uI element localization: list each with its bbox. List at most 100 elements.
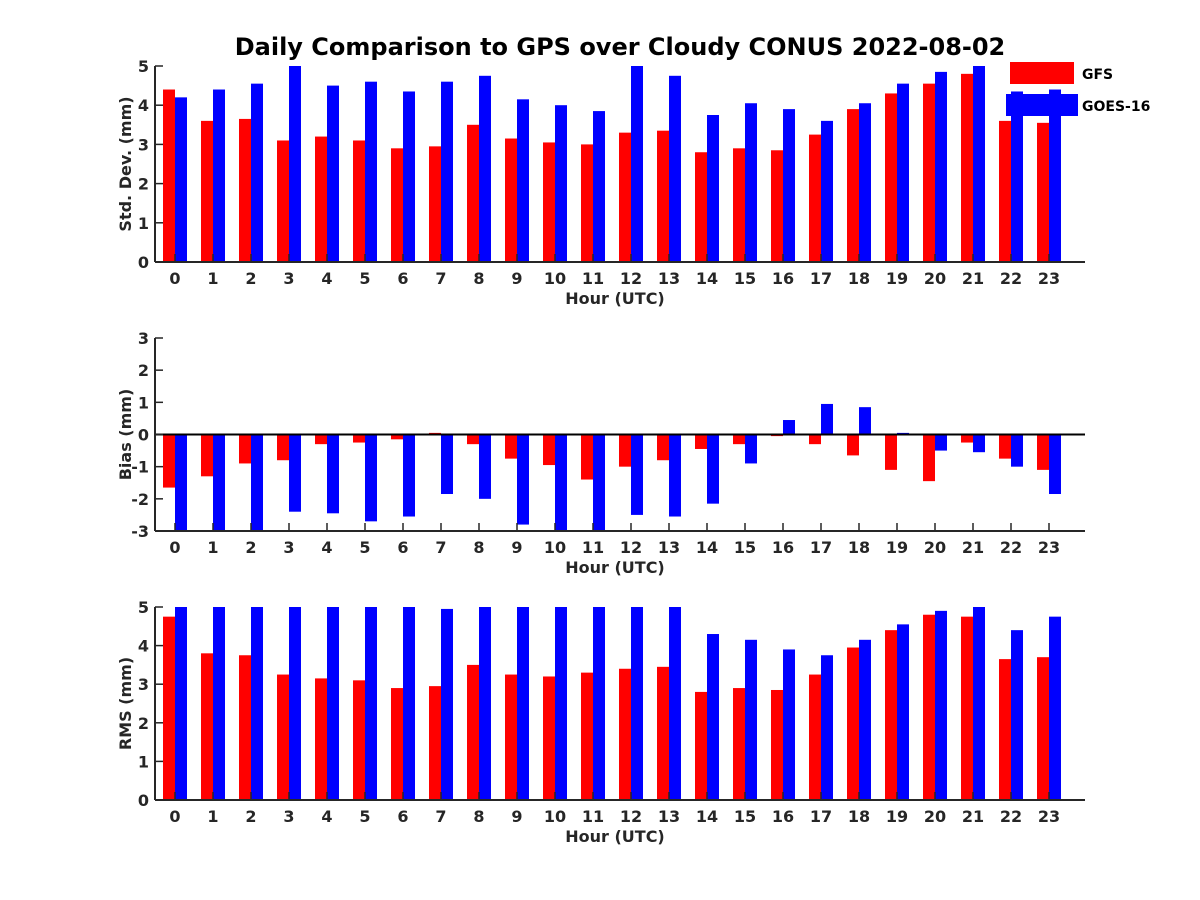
x-tick-label: 9	[511, 807, 522, 826]
bar-gfs-11	[581, 144, 593, 262]
x-tick-label: 8	[473, 538, 484, 557]
bar-gfs-23	[1037, 657, 1049, 800]
bar-goes-16-20	[935, 434, 947, 451]
bar-goes-16-9	[517, 434, 529, 525]
bar-goes-16-17	[821, 655, 833, 800]
bar-goes-16-6	[403, 607, 415, 800]
bar-goes-16-7	[441, 608, 453, 800]
bar-gfs-4	[315, 434, 327, 445]
x-tick-label: 17	[810, 269, 832, 288]
x-tick-label: 21	[962, 269, 984, 288]
x-tick-label: 21	[962, 538, 984, 557]
bar-goes-16-15	[745, 434, 757, 464]
y-tick-label: -1	[131, 458, 149, 477]
bar-goes-16-7	[441, 81, 453, 263]
x-tick-label: 2	[245, 807, 256, 826]
bar-gfs-0	[163, 89, 175, 263]
bar-goes-16-21	[973, 434, 985, 453]
x-tick-label: 15	[734, 807, 756, 826]
y-tick-label: 0	[138, 426, 149, 445]
bar-goes-16-3	[289, 434, 301, 512]
bar-gfs-15	[733, 148, 745, 262]
y-tick-label: 1	[138, 214, 149, 233]
x-tick-label: 16	[772, 807, 794, 826]
bar-gfs-10	[543, 142, 555, 262]
x-tick-label: 4	[321, 807, 332, 826]
bar-goes-16-22	[1011, 434, 1023, 467]
bar-goes-16-2	[251, 607, 263, 800]
bar-goes-16-9	[517, 99, 529, 262]
x-tick-label: 18	[848, 807, 870, 826]
y-tick-label: 2	[138, 361, 149, 380]
x-tick-label: 1	[207, 269, 218, 288]
x-tick-label: 16	[772, 538, 794, 557]
legend-swatch-goes-16	[1006, 94, 1078, 116]
x-axis-label: Hour (UTC)	[565, 289, 665, 308]
x-tick-label: 8	[473, 807, 484, 826]
x-tick-label: 15	[734, 269, 756, 288]
x-tick-label: 2	[245, 269, 256, 288]
x-tick-label: 11	[582, 269, 604, 288]
x-tick-label: 16	[772, 269, 794, 288]
bar-gfs-3	[277, 140, 289, 262]
x-tick-label: 7	[435, 807, 446, 826]
bar-gfs-20	[923, 614, 935, 800]
bar-gfs-1	[201, 653, 213, 800]
bar-gfs-4	[315, 678, 327, 800]
bar-goes-16-3	[289, 66, 301, 262]
bar-goes-16-14	[707, 634, 719, 800]
bar-goes-16-5	[365, 607, 377, 800]
x-tick-label: 10	[544, 269, 566, 288]
bar-gfs-18	[847, 109, 859, 263]
x-tick-label: 22	[1000, 538, 1022, 557]
bar-goes-16-17	[821, 120, 833, 262]
x-tick-label: 18	[848, 538, 870, 557]
bar-goes-16-8	[479, 434, 491, 499]
bar-gfs-17	[809, 674, 821, 800]
bar-goes-16-23	[1049, 434, 1061, 495]
x-tick-label: 22	[1000, 807, 1022, 826]
y-tick-label: -3	[131, 522, 149, 541]
bar-gfs-22	[999, 659, 1011, 800]
bar-gfs-22	[999, 120, 1011, 262]
bar-gfs-16	[771, 150, 783, 262]
legend-label-goes-16: GOES-16	[1082, 99, 1150, 115]
legend: GFS GOES-16	[1006, 62, 1150, 116]
x-tick-label: 11	[582, 807, 604, 826]
y-tick-label: 5	[138, 598, 149, 617]
bar-goes-16-10	[555, 434, 567, 531]
bar-goes-16-21	[973, 66, 985, 262]
x-tick-label: 4	[321, 269, 332, 288]
bar-gfs-10	[543, 676, 555, 800]
bar-goes-16-11	[593, 607, 605, 800]
bar-goes-16-12	[631, 434, 643, 515]
x-tick-label: 5	[359, 807, 370, 826]
bar-goes-16-6	[403, 91, 415, 262]
x-tick-label: 13	[658, 538, 680, 557]
x-tick-label: 3	[283, 807, 294, 826]
y-tick-label: 3	[138, 329, 149, 348]
x-tick-label: 7	[435, 538, 446, 557]
x-tick-label: 12	[620, 269, 642, 288]
bar-gfs-9	[505, 674, 517, 800]
bar-gfs-11	[581, 434, 593, 480]
x-tick-label: 9	[511, 538, 522, 557]
bar-goes-16-5	[365, 434, 377, 522]
bar-gfs-14	[695, 152, 707, 262]
bar-gfs-11	[581, 672, 593, 800]
x-tick-label: 12	[620, 538, 642, 557]
bar-goes-16-21	[973, 607, 985, 800]
y-tick-label: 0	[138, 791, 149, 810]
x-tick-label: 2	[245, 538, 256, 557]
bar-goes-16-16	[783, 649, 795, 800]
x-tick-label: 6	[397, 269, 408, 288]
bar-gfs-14	[695, 691, 707, 800]
x-tick-label: 17	[810, 538, 832, 557]
x-tick-label: 10	[544, 807, 566, 826]
bar-gfs-18	[847, 434, 859, 456]
bar-gfs-8	[467, 124, 479, 262]
bar-gfs-18	[847, 647, 859, 800]
x-tick-label: 8	[473, 269, 484, 288]
